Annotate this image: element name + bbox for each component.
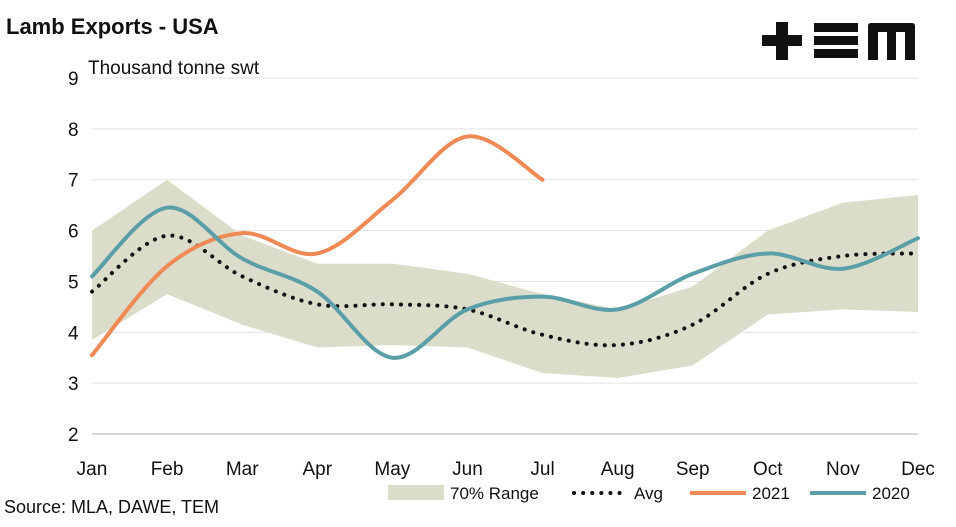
x-tick-label: Aug [601, 459, 635, 480]
y-tick-label: 6 [68, 222, 79, 243]
x-tick-label: Dec [901, 459, 935, 480]
x-tick-label: Jan [77, 459, 108, 480]
y-tick-label: 7 [68, 171, 79, 192]
axes: 2 3 4 5 6 7 8 9 Jan Feb Mar Apr May Jun Jul Aug Sep Oct No… [68, 69, 935, 480]
x-tick-label: Jul [530, 459, 554, 480]
x-tick-label: Sep [676, 459, 710, 480]
x-tick-label: May [374, 459, 410, 480]
y-axis-label: Thousand tonne swt [88, 58, 260, 79]
legend-2021-label: 2021 [752, 484, 790, 503]
y-tick-label: 4 [68, 323, 79, 344]
x-tick-label: Feb [151, 459, 184, 480]
legend-70-range-swatch [388, 485, 444, 500]
x-tick-label: Mar [226, 459, 259, 480]
series-lines [90, 134, 920, 360]
y-tick-label: 5 [68, 272, 79, 293]
legend-2020-label: 2020 [872, 484, 910, 503]
series-line-avg [90, 233, 920, 348]
range-band-70pct [92, 179, 918, 379]
x-tick-label: Jun [452, 459, 483, 480]
x-tick-label: Apr [302, 459, 332, 480]
y-tick-label: 3 [68, 374, 79, 395]
y-tick-label: 8 [68, 120, 79, 141]
legend-70-range-label: 70% Range [450, 484, 539, 503]
series-line-2020 [90, 205, 920, 360]
y-tick-label: 9 [68, 69, 79, 90]
series-line-2021 [90, 134, 545, 358]
x-tick-label: Oct [753, 459, 783, 480]
chart-title: Lamb Exports - USA [6, 14, 219, 39]
y-tick-label: 2 [68, 425, 79, 446]
tem-logo [762, 22, 915, 60]
x-tick-label: Nov [826, 459, 860, 480]
legend-avg-label: Avg [634, 484, 663, 503]
legend: 70% Range Avg 2021 2020 [388, 484, 910, 503]
source-note: Source: MLA, DAWE, TEM [4, 497, 220, 517]
